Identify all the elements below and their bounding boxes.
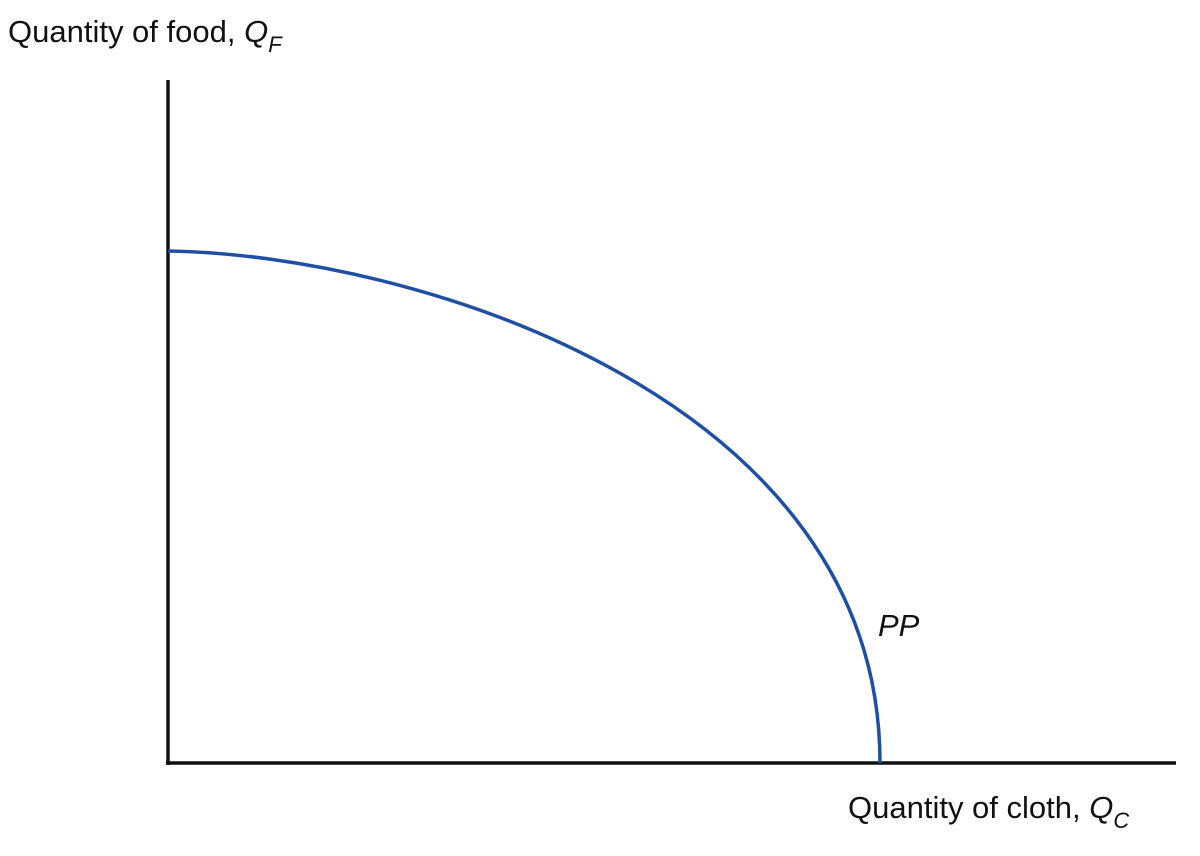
y-axis-symbol: Q xyxy=(244,14,268,49)
y-axis-label-text: Quantity of food, xyxy=(8,14,244,49)
x-axis-subscript: C xyxy=(1113,808,1129,833)
pp-curve xyxy=(167,249,882,764)
y-axis-subscript: F xyxy=(268,32,283,57)
pp-curve-label: PP xyxy=(878,608,920,643)
x-axis-label-text: Quantity of cloth, xyxy=(848,790,1089,825)
x-axis-symbol: Q xyxy=(1089,790,1113,825)
x-axis-label: Quantity of cloth, QC xyxy=(848,790,1129,833)
y-axis-label: Quantity of food, QF xyxy=(8,14,283,57)
